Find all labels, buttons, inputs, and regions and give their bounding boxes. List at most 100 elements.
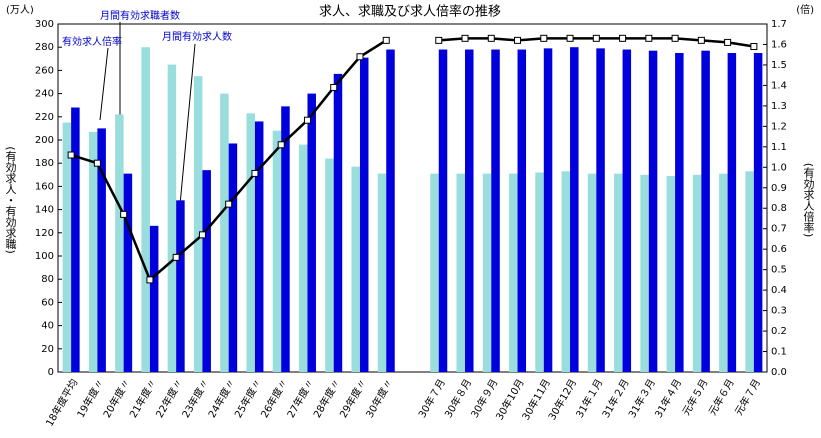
bar <box>167 64 177 372</box>
y-tick-label: 200 <box>35 135 54 146</box>
y-tick-label: 180 <box>35 158 54 169</box>
y2-unit: (倍) <box>796 3 814 16</box>
y-tick-label: 100 <box>35 251 54 262</box>
y-tick-label: 80 <box>41 274 54 285</box>
y2-tick-label: 1.7 <box>771 19 787 30</box>
line-marker <box>724 38 732 46</box>
y-tick-label: 240 <box>35 89 54 100</box>
line-marker <box>382 36 390 44</box>
line-marker <box>592 34 600 42</box>
bar <box>254 121 264 372</box>
leader-line <box>99 47 109 121</box>
y2-tick-label: 0.0 <box>771 367 787 378</box>
x-tick-label: 18年度平均 <box>43 377 81 429</box>
y2-tick-label: 1.2 <box>771 121 787 132</box>
bar <box>220 93 229 372</box>
line-marker <box>330 83 338 91</box>
bar <box>272 130 282 372</box>
y2-tick-label: 0.6 <box>771 244 787 255</box>
y2-tick-label: 0.7 <box>771 224 787 235</box>
bar <box>438 49 448 373</box>
y2-tick-label: 1.1 <box>771 142 787 153</box>
bar <box>614 173 623 372</box>
y-tick-label: 40 <box>41 321 54 332</box>
plot-frame <box>57 23 768 373</box>
annotation: 月間有効求職者数 <box>100 9 180 22</box>
bar <box>727 53 737 372</box>
x-tick-label: 元年５月 <box>679 377 710 418</box>
bar <box>333 73 343 372</box>
line-marker <box>172 253 180 261</box>
y2-tick-label: 0.1 <box>771 347 787 358</box>
bar <box>97 128 106 372</box>
bar <box>228 143 238 372</box>
y2-tick-label: 1.4 <box>771 80 787 91</box>
y2-tick-label: 1.3 <box>771 101 787 112</box>
bar <box>377 173 387 372</box>
line-marker <box>93 159 101 167</box>
bar <box>692 174 702 372</box>
line-marker <box>566 34 574 42</box>
x-tick-label: 元年７月 <box>732 377 763 418</box>
bar <box>246 113 255 372</box>
annotation: 月間有効求人数 <box>162 30 232 43</box>
line-marker <box>67 151 75 159</box>
line-marker <box>750 43 758 51</box>
bar <box>202 170 211 372</box>
bar <box>622 49 632 373</box>
bar <box>176 200 185 372</box>
y-tick-label: 120 <box>35 228 54 239</box>
line-marker <box>645 34 653 42</box>
bar <box>88 131 98 372</box>
bar <box>517 49 527 373</box>
y2-tick-label: 0.9 <box>771 183 787 194</box>
bar <box>482 173 492 372</box>
bar <box>71 107 80 373</box>
bar <box>62 122 72 372</box>
y-tick-label: 20 <box>41 344 54 355</box>
y-tick-label: 0 <box>48 367 54 378</box>
line-marker <box>277 141 285 149</box>
y2-tick-label: 0.4 <box>771 285 787 296</box>
bar <box>648 50 658 373</box>
bar <box>325 158 334 372</box>
chart-title: 求人、求職及び求人倍率の推移 <box>319 4 501 20</box>
annotation: 有効求人倍率 <box>62 35 122 48</box>
bar <box>456 173 466 372</box>
y-tick-label: 280 <box>35 42 54 53</box>
line-marker <box>251 169 259 177</box>
bar <box>666 175 676 372</box>
bar <box>596 48 605 373</box>
bar <box>509 173 518 372</box>
bar <box>281 106 290 373</box>
bar <box>359 57 369 372</box>
bar <box>587 173 597 372</box>
y2-tick-label: 0.3 <box>771 306 787 317</box>
line-marker <box>697 36 705 44</box>
bar <box>141 47 150 372</box>
line-marker <box>671 34 679 42</box>
line-marker <box>435 36 443 44</box>
y-label: (有効求人・有効求職) <box>4 146 17 254</box>
y-tick-label: 60 <box>41 297 54 308</box>
bar <box>298 144 308 372</box>
bar <box>561 171 571 372</box>
line-marker <box>540 34 548 42</box>
line-marker <box>487 34 495 42</box>
y2-label: (有効求人倍率) <box>802 163 815 238</box>
y2-tick-label: 0.5 <box>771 265 787 276</box>
bar <box>675 53 684 372</box>
bar <box>149 225 159 372</box>
bar <box>193 76 203 372</box>
bar <box>351 166 360 372</box>
bar <box>465 49 474 373</box>
bar <box>543 48 553 373</box>
bar <box>535 172 544 372</box>
y2-tick-label: 1.5 <box>771 60 787 71</box>
bar <box>386 49 395 373</box>
y-tick-label: 160 <box>35 181 54 192</box>
bar <box>491 49 500 373</box>
line-marker <box>225 200 233 208</box>
y2-tick-label: 1.0 <box>771 162 787 173</box>
